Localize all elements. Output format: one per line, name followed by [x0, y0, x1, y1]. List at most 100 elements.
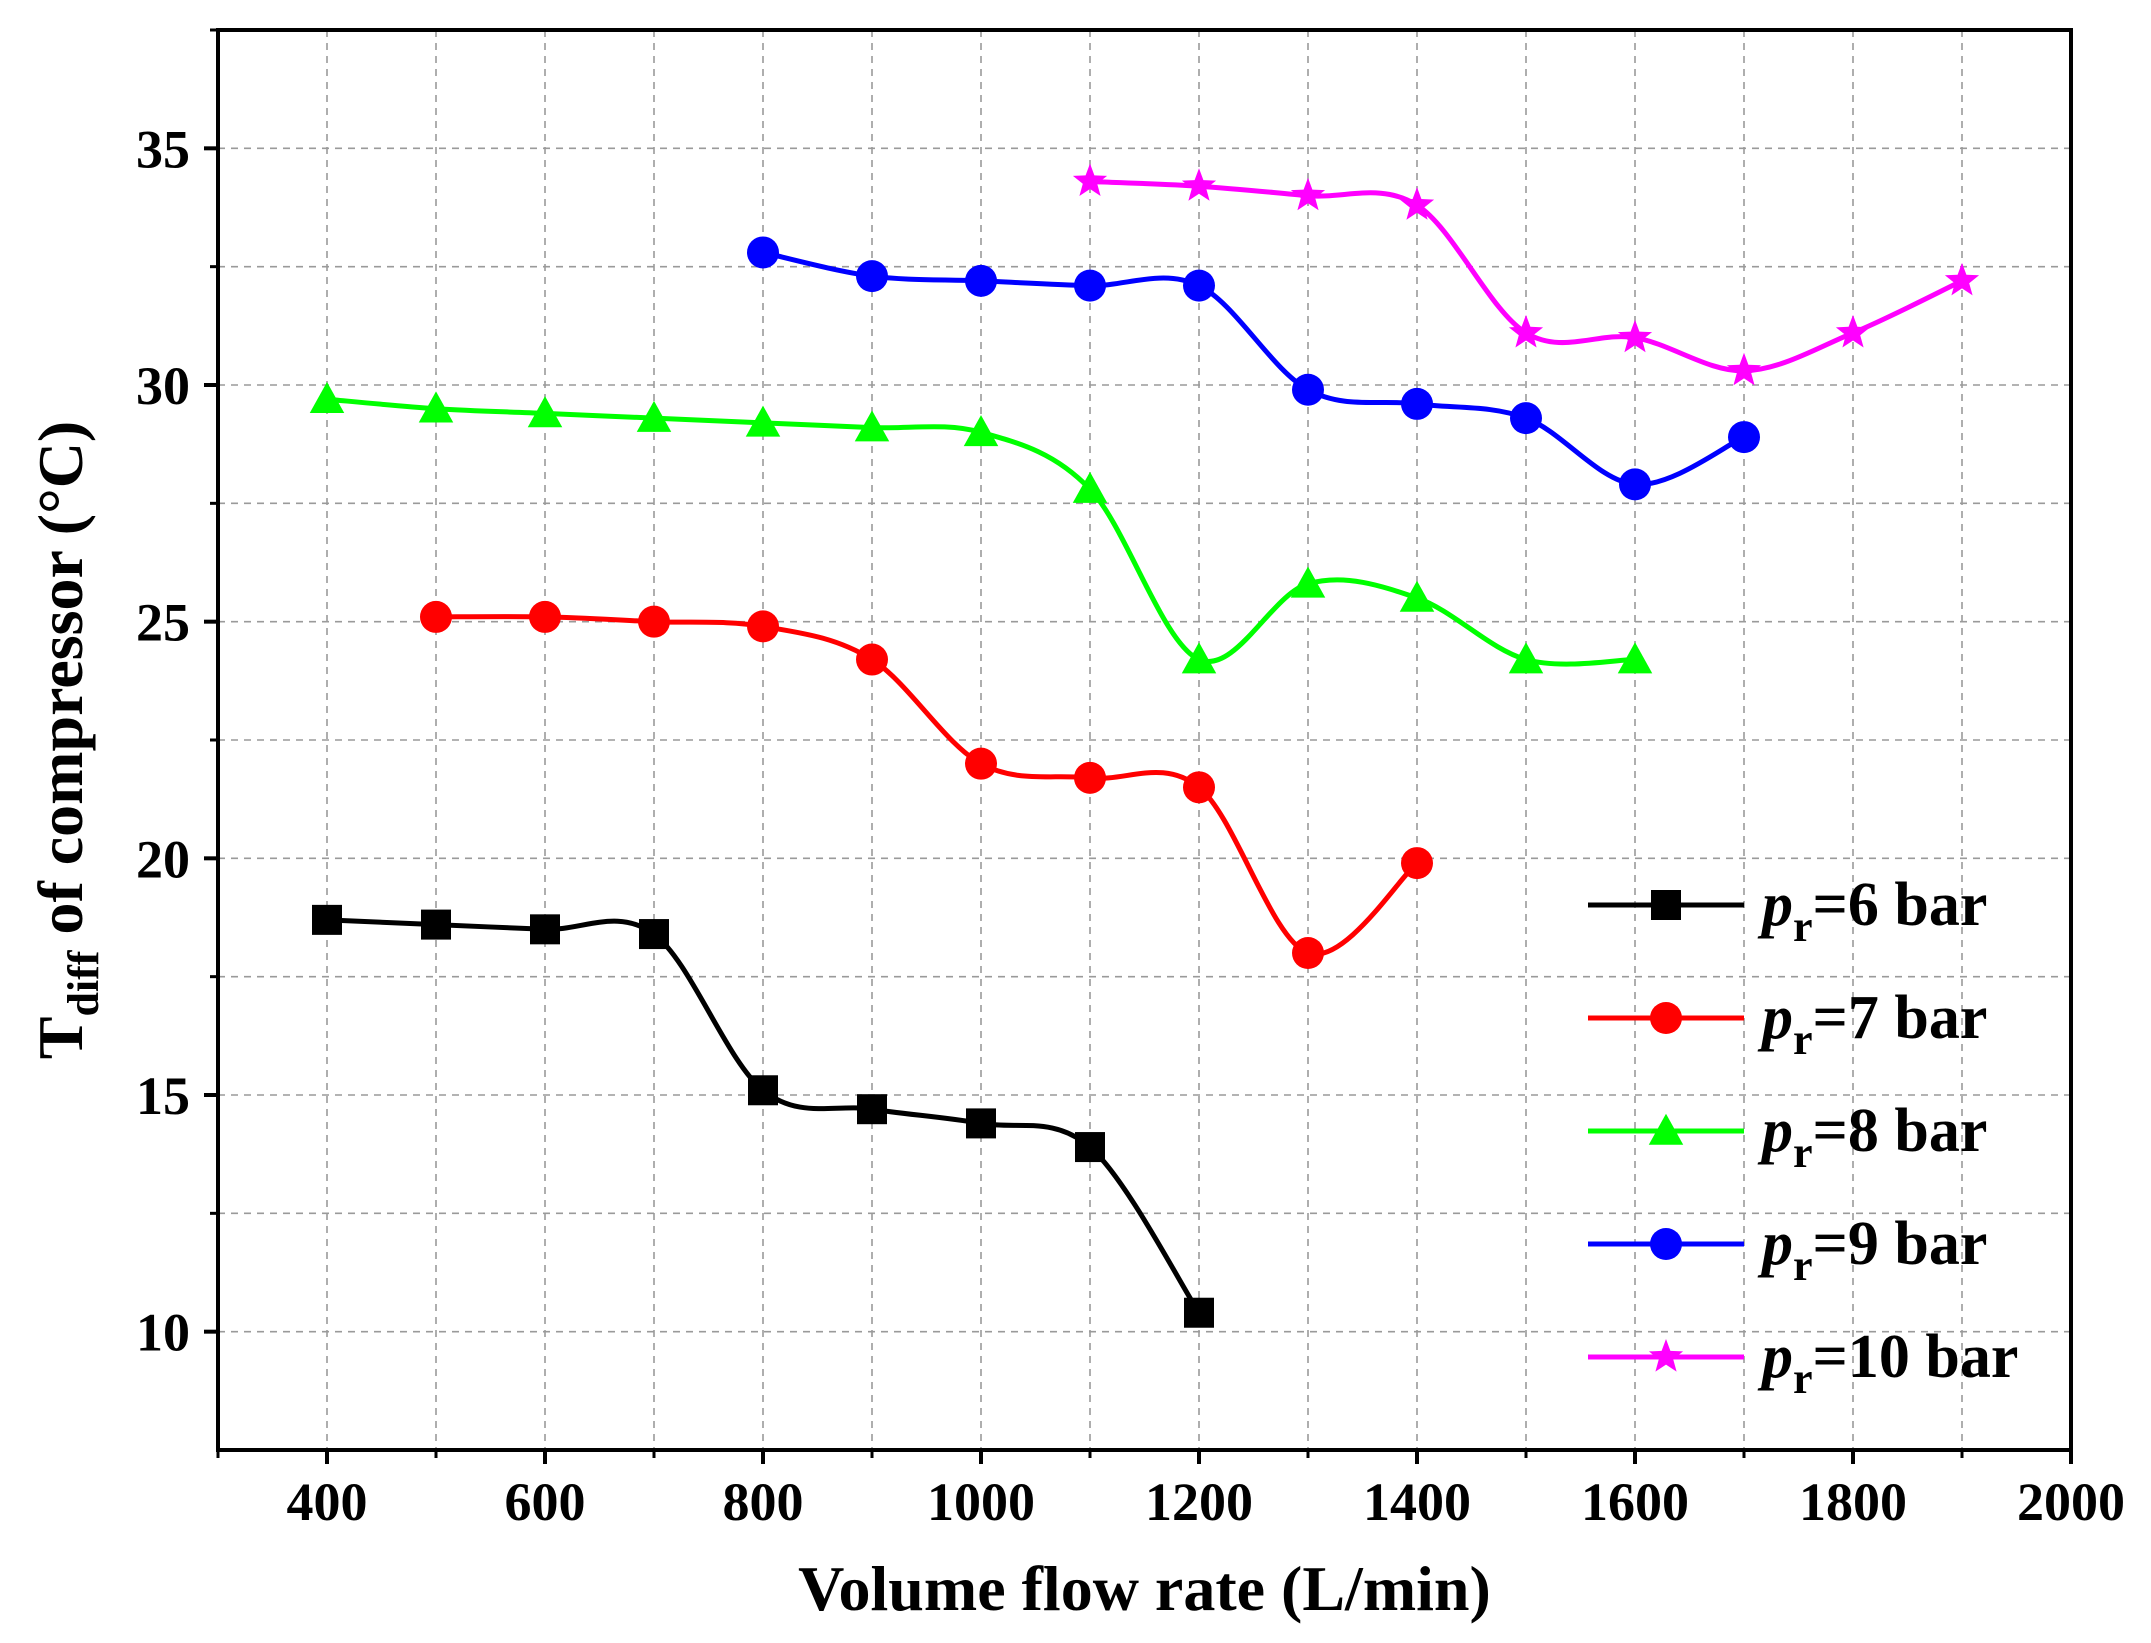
data-point: [1617, 319, 1653, 353]
data-point: [854, 410, 890, 442]
legend-label-sub: r: [1793, 1354, 1813, 1403]
data-point: [1510, 402, 1542, 435]
legend-label-rest: =10 bar: [1813, 1323, 2019, 1391]
legend-label: pr=6 bar: [1757, 871, 1987, 951]
data-point: [1401, 847, 1433, 880]
legend-label: pr=7 bar: [1757, 984, 1987, 1064]
grid-layer: [218, 30, 2071, 1450]
y-tick-label: 25: [136, 593, 190, 653]
legend-item: pr=8 bar: [1588, 1097, 1987, 1177]
data-point: [418, 391, 454, 423]
legend-item: pr=7 bar: [1588, 984, 1987, 1064]
data-point: [529, 600, 561, 633]
x-axis-title: Volume flow rate (L/min): [798, 1553, 1491, 1624]
tick-layer: 400 600 800 1000 1200 1400 1600 1800 2000 10 15 20 2…: [136, 28, 2125, 1532]
data-point: [1835, 314, 1871, 348]
series-line: [435, 614, 1419, 957]
data-point: [857, 1094, 887, 1125]
data-point: [638, 605, 670, 638]
data-point: [420, 600, 452, 633]
legend-marker: [1648, 1339, 1684, 1372]
legend-label-p: p: [1757, 871, 1793, 939]
y-tick-label: 10: [136, 1303, 190, 1363]
data-point: [1619, 468, 1651, 501]
x-tick-label: 1200: [1145, 1472, 1253, 1532]
data-point: [1181, 642, 1217, 674]
y-axis-title-sub: diff: [59, 949, 108, 1016]
data-point: [1183, 269, 1215, 302]
data-point: [1290, 177, 1326, 211]
legend-label-rest: =9 bar: [1813, 1210, 1988, 1278]
x-tick-label: 1000: [927, 1472, 1035, 1532]
x-tick-label: 1600: [1581, 1472, 1689, 1532]
data-point: [1726, 352, 1762, 386]
data-point: [1508, 642, 1544, 674]
legend-marker: [1650, 1002, 1682, 1034]
data-point: [1292, 937, 1324, 969]
data-point: [1184, 1297, 1214, 1328]
y-tick-label: 20: [136, 829, 190, 889]
y-axis-title: Tdiff of compressor (°C): [25, 421, 108, 1059]
x-tick-label: 600: [505, 1472, 586, 1532]
legend-label: pr=10 bar: [1757, 1323, 2018, 1403]
series-10-bar: [1072, 163, 1980, 386]
legend-item: pr=10 bar: [1588, 1323, 2018, 1403]
series-7-bar: [420, 600, 1433, 969]
data-point: [1074, 761, 1106, 794]
x-tick-label: 2000: [2017, 1472, 2125, 1532]
series-layer: [309, 163, 1980, 1328]
legend-label-p: p: [1757, 1210, 1793, 1278]
legend-label-sub: r: [1793, 1241, 1813, 1290]
data-point: [1399, 187, 1435, 220]
data-point: [1072, 471, 1108, 503]
data-point: [527, 396, 563, 428]
x-tick-label: 800: [723, 1472, 804, 1532]
data-point: [636, 400, 672, 432]
data-point: [530, 914, 560, 945]
legend-label-sub: r: [1793, 902, 1813, 951]
series-8-bar: [309, 381, 1653, 674]
data-point: [1181, 168, 1217, 201]
data-point: [1728, 421, 1760, 454]
plot-frame: [216, 28, 2073, 1452]
data-point: [747, 610, 779, 643]
data-point: [966, 1108, 996, 1139]
data-point: [965, 747, 997, 780]
legend-item: pr=6 bar: [1588, 871, 1987, 951]
legend-label-sub: r: [1793, 1015, 1813, 1064]
data-point: [747, 236, 779, 269]
data-point: [312, 904, 342, 935]
data-point: [421, 909, 451, 940]
y-axis-title-rest: of compressor (°C): [25, 421, 96, 951]
data-point: [1617, 642, 1653, 674]
legend-label-sub: r: [1793, 1128, 1813, 1177]
data-point: [748, 1075, 778, 1106]
legend-label-p: p: [1757, 1323, 1793, 1391]
data-point: [856, 260, 888, 293]
data-point: [1290, 566, 1326, 598]
legend-label-rest: =8 bar: [1813, 1097, 1988, 1165]
legend-item: pr=9 bar: [1588, 1210, 1987, 1290]
y-tick-label: 15: [136, 1066, 190, 1126]
legend-label-p: p: [1757, 984, 1793, 1052]
series-line: [762, 250, 1746, 487]
legend-label-rest: =6 bar: [1813, 871, 1988, 939]
y-tick-label: 35: [136, 119, 190, 179]
legend-label-p: p: [1757, 1097, 1793, 1165]
data-point: [1399, 580, 1435, 612]
data-point: [639, 919, 669, 950]
data-point: [1944, 262, 1980, 296]
x-tick-label: 400: [287, 1472, 368, 1532]
x-tick-label: 1800: [1799, 1472, 1907, 1532]
data-point: [1401, 387, 1433, 420]
data-point: [1074, 269, 1106, 302]
y-tick-label: 30: [136, 356, 190, 416]
legend-marker: [1650, 1228, 1682, 1260]
x-tick-label: 1400: [1363, 1472, 1471, 1532]
data-point: [1075, 1132, 1105, 1163]
y-axis-title-main: T: [25, 1017, 96, 1060]
data-point: [745, 405, 781, 437]
data-point: [965, 264, 997, 297]
